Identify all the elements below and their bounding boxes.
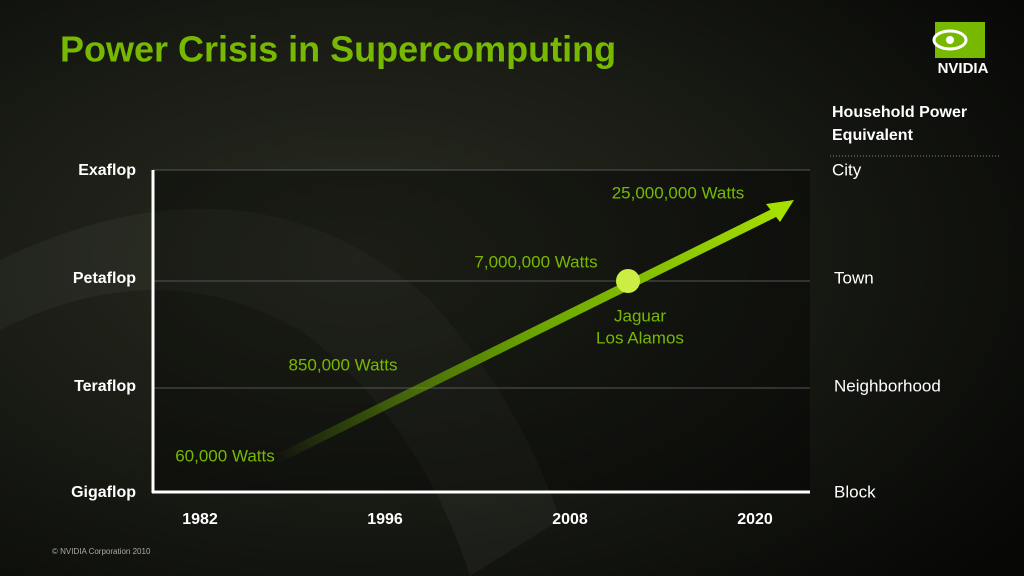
annotation: 60,000 Watts — [175, 446, 275, 465]
bg-shape — [0, 208, 560, 576]
equivalent: Block — [834, 482, 876, 501]
annotation: 850,000 Watts — [289, 355, 398, 374]
legend-title: Equivalent — [832, 127, 914, 144]
equivalent: City — [832, 160, 862, 179]
marker-label: Jaguar — [614, 306, 666, 325]
y-label: Gigaflop — [71, 484, 136, 501]
logo-pupil — [946, 36, 954, 44]
x-label: 2020 — [737, 511, 773, 528]
annotation: 7,000,000 Watts — [474, 252, 597, 271]
plot-area — [153, 170, 810, 492]
marker — [616, 269, 640, 293]
y-label: Exaflop — [78, 162, 136, 179]
x-label: 1982 — [182, 511, 218, 528]
footer: © NVIDIA Corporation 2010 — [52, 547, 151, 556]
logo-mark — [935, 22, 985, 58]
trend-arrow — [273, 206, 780, 465]
x-label: 1996 — [367, 511, 403, 528]
equivalent: Town — [834, 268, 874, 287]
title: Power Crisis in Supercomputing — [60, 29, 616, 70]
legend-title: Household Power — [832, 104, 967, 121]
y-label: Teraflop — [74, 378, 136, 395]
marker-label: Los Alamos — [596, 328, 684, 347]
logo-eye — [932, 29, 968, 51]
logo-text: NVIDIA — [938, 60, 989, 77]
arrow-head — [766, 200, 794, 222]
y-label: Petaflop — [73, 270, 136, 287]
equivalent: Neighborhood — [834, 376, 941, 395]
logo: NVIDIA — [932, 22, 989, 77]
x-label: 2008 — [552, 511, 588, 528]
annotation: 25,000,000 Watts — [612, 183, 745, 202]
